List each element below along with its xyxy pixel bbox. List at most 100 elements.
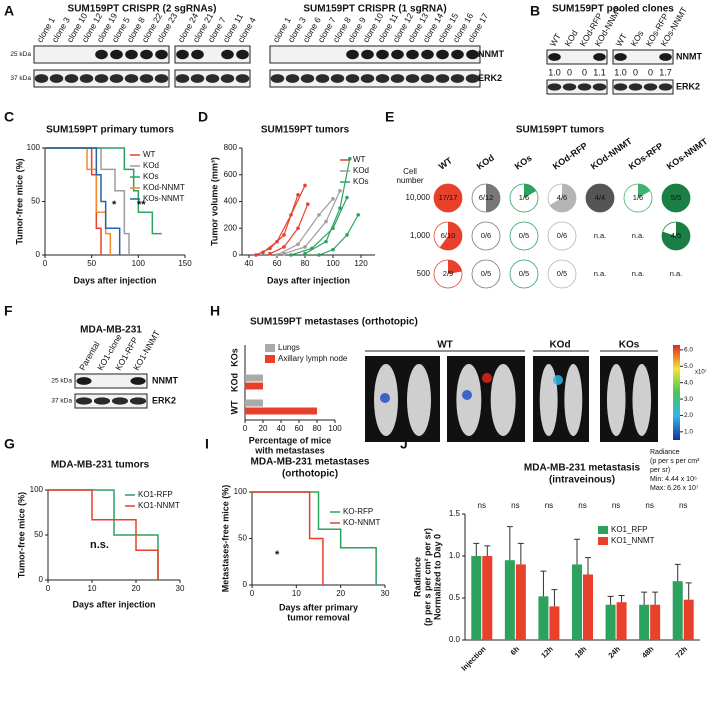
- band: [547, 83, 562, 91]
- band: [548, 53, 561, 61]
- x-tick-label: 80: [301, 259, 310, 268]
- pie-outline: [509, 259, 539, 289]
- panel-letter: F: [4, 303, 13, 319]
- significance: ns: [578, 501, 586, 510]
- band: [76, 377, 92, 385]
- survival-curve: [45, 147, 102, 255]
- point: [282, 245, 286, 249]
- x-tick-label: 60: [273, 259, 282, 268]
- annotation: *: [112, 199, 117, 211]
- legend-label: KOs-NNMT: [143, 194, 184, 203]
- y-tick-label: 0: [233, 250, 238, 259]
- x-tick-label: 30: [176, 584, 185, 593]
- colorbar: [673, 345, 680, 440]
- signal: [380, 393, 390, 403]
- error-bar: [574, 538, 580, 565]
- colorbar-tick-label: 4.0: [684, 379, 693, 386]
- error-bar: [551, 589, 558, 607]
- band: [205, 74, 220, 83]
- signal: [482, 373, 492, 383]
- pie-outline: [509, 221, 539, 251]
- x-tick-label: 20: [336, 589, 345, 598]
- x-tick-label: 10: [292, 589, 301, 598]
- row-title: number: [396, 176, 423, 185]
- colorbar-tick-label: 6.0: [684, 347, 693, 354]
- category-label: KOd: [229, 373, 239, 392]
- point: [324, 239, 328, 244]
- band: [346, 49, 359, 60]
- y-axis-label: Tumor volume (mm³): [209, 157, 219, 246]
- value-label: 1/6: [633, 193, 643, 202]
- size-marker: 25 kDa: [10, 51, 31, 58]
- x-tick-label: 40: [277, 424, 286, 433]
- y-tick-label: 0: [39, 575, 44, 584]
- blot-frame: [174, 45, 251, 64]
- x-axis-label: Days after injection: [73, 275, 156, 285]
- mouse: [606, 364, 626, 436]
- band: [64, 74, 79, 83]
- bar: [650, 604, 661, 640]
- image-group-label: WT: [437, 340, 453, 351]
- growth-line: [283, 190, 341, 255]
- band: [154, 74, 169, 83]
- significance: ns: [679, 501, 687, 510]
- legend-label: KOd: [143, 161, 159, 170]
- mouse: [407, 364, 431, 436]
- legend-label: KO1_NNMT: [611, 536, 655, 545]
- x-axis-label: Days after primary: [279, 602, 358, 612]
- significance: ns: [612, 501, 620, 510]
- y-tick-label: 50: [31, 197, 40, 206]
- x-tick-label: 6h: [509, 644, 522, 657]
- y-tick-label: 800: [224, 143, 238, 152]
- error-bar: [618, 594, 625, 603]
- x-tick-label: 0: [243, 424, 248, 433]
- point: [331, 197, 335, 201]
- mouse: [490, 364, 516, 436]
- protein-label: NNMT: [676, 51, 702, 61]
- colorbar-caption: Max: 6.26 x 10⁷: [650, 485, 699, 492]
- y-tick-label: 1.0: [449, 551, 461, 560]
- band: [592, 83, 607, 91]
- bar: [515, 564, 526, 640]
- value-label: 17/17: [439, 193, 458, 202]
- growth-line: [304, 158, 351, 255]
- error-bar: [674, 563, 681, 582]
- band: [628, 83, 643, 91]
- band: [658, 83, 673, 91]
- panel-letter: I: [205, 436, 209, 452]
- band: [465, 74, 480, 83]
- band: [79, 74, 94, 83]
- point: [254, 253, 258, 257]
- pie-outline: [547, 259, 577, 289]
- bar: [549, 606, 560, 640]
- mouse: [539, 364, 558, 436]
- band: [236, 49, 249, 60]
- value-label: 0/5: [519, 231, 529, 240]
- band: [220, 74, 235, 83]
- panel-letter: J: [400, 436, 408, 452]
- band: [34, 74, 49, 83]
- chart-title: SUM159PT tumors: [516, 125, 605, 136]
- x-tick-label: 0: [250, 589, 255, 598]
- x-axis-label: Days after injection: [72, 599, 155, 609]
- chart-subtitle: (intraveinous): [549, 475, 615, 486]
- colorbar-caption: per sr): [650, 467, 670, 474]
- point: [306, 202, 310, 206]
- error-bar: [607, 595, 614, 605]
- value-label: 6/12: [479, 193, 494, 202]
- annotation: n.s.: [90, 539, 109, 551]
- y-tick-label: 0: [36, 250, 41, 259]
- y-tick-label: 100: [30, 485, 44, 494]
- legend-label: KO1-NNMT: [138, 501, 180, 510]
- x-tick-label: 50: [87, 259, 96, 268]
- band: [110, 49, 123, 60]
- value-label: 2/9: [443, 269, 453, 278]
- annotation: **: [137, 199, 146, 211]
- x-tick-label: 0: [43, 259, 48, 268]
- value-label: 5/5: [671, 193, 681, 202]
- column-label: KOd-RFP: [551, 140, 590, 171]
- mouse: [564, 364, 583, 436]
- band: [659, 53, 672, 61]
- pie-slice: [439, 222, 462, 250]
- value-label: n.a.: [632, 231, 645, 240]
